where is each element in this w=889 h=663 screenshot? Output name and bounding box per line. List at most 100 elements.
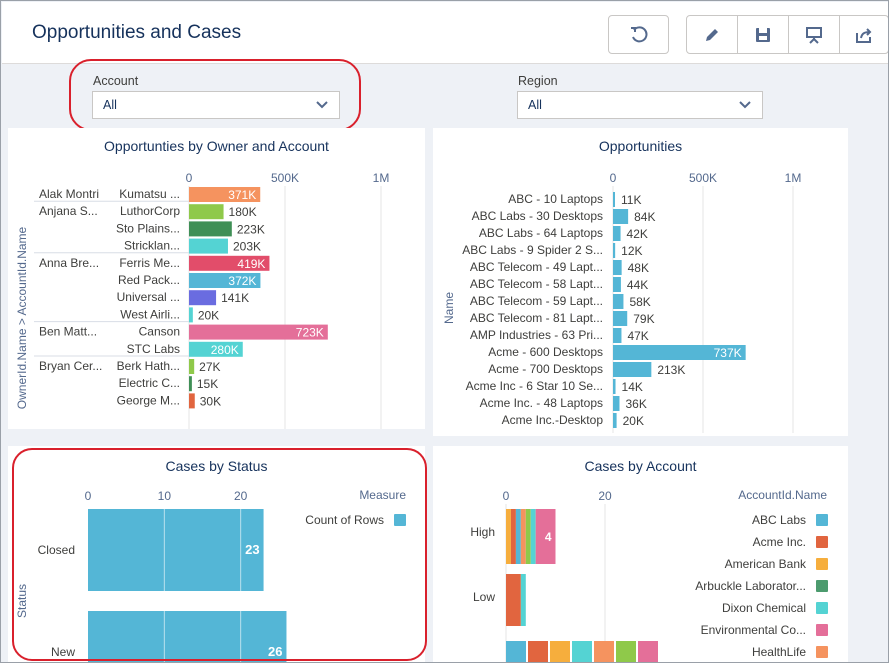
category-label: ABC Labs - 64 Laptops <box>479 226 603 240</box>
cases-status-chart: 0 10 20 Status Closed 23 New 26 Measure Count of … <box>15 488 406 662</box>
bar <box>189 255 270 271</box>
x-tick-label: 0 <box>610 171 617 185</box>
category-label: Acme Inc - 6 Star 10 Se... <box>466 379 603 393</box>
save-button[interactable] <box>737 15 789 54</box>
bar <box>189 359 195 374</box>
bar-label: 84K <box>634 210 655 224</box>
account-label: Universal ... <box>117 290 180 304</box>
presentation-icon <box>806 26 822 44</box>
stack-segment-clipped <box>638 641 658 662</box>
owner-label: Anna Bre... <box>39 256 99 270</box>
bar-label: 419K <box>237 257 265 271</box>
stack-segment-clipped <box>616 641 636 662</box>
region-filter-select[interactable]: All <box>517 91 763 119</box>
account-label: West Airli... <box>120 307 180 321</box>
bar-label: 26 <box>268 644 282 659</box>
account-filter-select[interactable]: All <box>92 91 340 119</box>
account-label: STC Labs <box>127 342 180 356</box>
edit-button[interactable] <box>686 15 738 54</box>
legend-swatch <box>816 536 828 548</box>
legend-title: AccountId.Name <box>738 488 827 502</box>
y-axis-title: Name <box>442 292 456 324</box>
bar-label: 48K <box>628 261 649 275</box>
stack-segment <box>530 509 536 564</box>
account-label: Ferris Me... <box>119 256 180 270</box>
legend-label: ABC Labs <box>752 513 806 527</box>
opportunities-chart: 0 500K 1M Name ABC - 10 Laptops 11K ABC Labs -… <box>442 171 801 433</box>
share-button[interactable] <box>839 15 888 54</box>
account-label: Kumatsu ... <box>119 187 180 201</box>
bar-label: 79K <box>633 312 654 326</box>
legend-swatch <box>816 558 828 570</box>
bar <box>189 341 243 357</box>
x-tick-label: 0 <box>186 171 193 185</box>
account-label: George M... <box>117 393 180 407</box>
bar-label: 20K <box>623 414 644 428</box>
undo-button[interactable] <box>608 15 669 54</box>
bar <box>88 611 287 662</box>
legend-label: Dixon Chemical <box>722 601 806 615</box>
legend-swatch <box>394 514 406 526</box>
bar-label: 141K <box>221 291 249 305</box>
share-icon <box>856 27 872 43</box>
legend-label: Arbuckle Laborator... <box>695 579 806 593</box>
bar <box>613 379 616 394</box>
cases-status-chart-panel: Cases by Status 0 10 20 Status Closed 23 New 26… <box>8 446 425 662</box>
bar-label: 58K <box>629 295 650 309</box>
category-label: Acme - 700 Desktops <box>488 362 603 376</box>
dashboard-header: Opportunities and Cases <box>2 2 888 64</box>
bar <box>613 328 622 343</box>
bar <box>613 243 616 258</box>
legend-swatch <box>816 514 828 526</box>
category-label: ABC Labs - 9 Spider 2 S... <box>462 243 603 257</box>
legend-label: Count of Rows <box>305 513 384 527</box>
category-label: Low <box>473 590 495 604</box>
owner-label: Alak Montri <box>39 187 99 201</box>
chevron-down-icon <box>739 101 751 109</box>
legend-swatch <box>816 624 828 636</box>
account-label: Red Pack... <box>118 273 180 287</box>
bar-label: 180K <box>229 205 257 219</box>
bar <box>613 209 629 224</box>
bar <box>189 290 217 306</box>
bar-label: 42K <box>627 227 648 241</box>
owner-account-chart: 0 500K 1M OwnerId.Name > AccountId.Name Alak… <box>15 171 389 429</box>
legend-label: HealthLife <box>752 645 806 659</box>
save-icon <box>756 27 770 42</box>
bar <box>613 362 652 377</box>
bar-label: 30K <box>200 394 221 408</box>
legend-label: Environmental Co... <box>701 623 806 637</box>
stack-segment <box>520 509 526 564</box>
owner-account-chart-panel: Opportunties by Owner and Account 0 500K 1… <box>8 128 425 429</box>
bar-label: 213K <box>657 363 685 377</box>
stack-segment-clipped <box>572 641 592 662</box>
bar <box>189 273 261 288</box>
bar <box>189 204 224 220</box>
present-button[interactable] <box>788 15 840 54</box>
legend-swatch <box>816 646 828 658</box>
bar-label: 737K <box>714 346 742 360</box>
category-label: Acme Inc. - 48 Laptops <box>480 396 603 410</box>
y-axis-title: OwnerId.Name > AccountId.Name <box>15 226 29 409</box>
category-label: ABC Telecom - 81 Lapt... <box>470 311 603 325</box>
x-tick-label: 0 <box>85 489 92 503</box>
account-filter-label: Account <box>93 74 139 88</box>
bar-label: 371K <box>228 188 256 202</box>
bar <box>613 226 621 241</box>
cases-status-highlight <box>12 448 427 661</box>
account-label: LuthorCorp <box>120 204 180 218</box>
chart-title: Opportunities <box>598 138 683 154</box>
stack-segment <box>510 509 516 564</box>
legend-swatch <box>816 580 828 592</box>
bar-label: 27K <box>199 360 220 374</box>
category-label: ABC Labs - 30 Desktops <box>472 209 603 223</box>
bar-label: 36K <box>625 397 646 411</box>
cases-account-chart: 0 20 High 4 Low AccountId.Name ABC Labs Acme In… <box>470 488 828 662</box>
category-label: Acme Inc.-Desktop <box>502 413 604 427</box>
account-label: Canson <box>139 325 180 339</box>
bar <box>613 294 624 309</box>
pencil-icon <box>706 28 718 41</box>
account-filter-highlight <box>69 59 361 131</box>
bar <box>189 307 193 323</box>
chart-title: Opportunties by Owner and Account <box>104 138 329 154</box>
